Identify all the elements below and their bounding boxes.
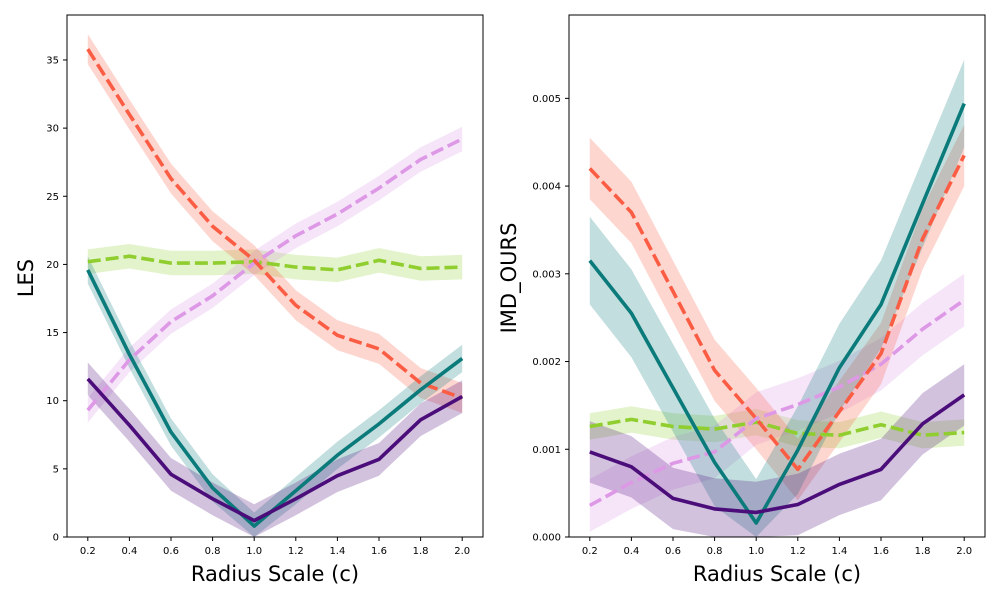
imd-x-ticks: 0.2 0.4 0.6 0.8 1.0 1.2 1.4 1.6 1.8 2.0 bbox=[582, 537, 972, 557]
les-y-ticks: 0 5 10 15 20 25 30 35 bbox=[46, 55, 67, 544]
les-y-tick-label: 5 bbox=[53, 464, 59, 475]
les-x-tick-label: 1.6 bbox=[371, 546, 387, 557]
les-x-axis-label: Radius Scale (c) bbox=[191, 562, 359, 586]
chart-imd-ours: 0.2 0.4 0.6 0.8 1.0 1.2 1.4 1.6 1.8 2.0 0.0000.00… bbox=[497, 14, 986, 586]
imd-plot-area bbox=[588, 59, 966, 537]
imd-x-tick-label: 0.4 bbox=[623, 546, 639, 557]
imd-series-0-line bbox=[589, 417, 965, 438]
imd-series-4-band bbox=[589, 364, 965, 537]
imd-y-tick-label: 0.001 bbox=[532, 445, 561, 456]
les-x-tick-label: 0.8 bbox=[205, 546, 221, 557]
imd-y-ticks: 0.000 0.001 0.002 0.003 0.004 0.005 bbox=[532, 94, 569, 544]
imd-y-tick-label: 0.004 bbox=[532, 182, 561, 193]
imd-series-4-line bbox=[589, 393, 966, 515]
imd-series-1-band bbox=[589, 273, 965, 532]
les-series-4-band bbox=[87, 362, 463, 537]
imd-x-tick-label: 1.2 bbox=[790, 546, 806, 557]
imd-x-tick-label: 0.2 bbox=[582, 546, 598, 557]
les-x-tick-label: 0.6 bbox=[163, 546, 179, 557]
imd-x-axis-label: Radius Scale (c) bbox=[693, 562, 861, 586]
les-series-0-line bbox=[87, 254, 463, 272]
les-x-tick-label: 2.0 bbox=[454, 546, 470, 557]
imd-series-2-band bbox=[589, 124, 965, 501]
les-y-tick-label: 20 bbox=[46, 260, 59, 271]
les-axes-frame bbox=[66, 14, 484, 538]
les-x-tick-label: 0.2 bbox=[80, 546, 96, 557]
les-x-tick-label: 1.0 bbox=[246, 546, 262, 557]
les-y-tick-label: 0 bbox=[53, 533, 59, 544]
imd-series-3-band bbox=[589, 59, 965, 537]
les-series-2-band bbox=[87, 34, 463, 413]
imd-y-axis-label: IMD_OURS bbox=[497, 223, 522, 334]
les-y-tick-label: 25 bbox=[46, 192, 59, 203]
imd-series-2-line bbox=[588, 154, 966, 472]
les-x-ticks: 0.2 0.4 0.6 0.8 1.0 1.2 1.4 1.6 1.8 2.0 bbox=[80, 537, 470, 557]
imd-x-tick-label: 1.8 bbox=[915, 546, 931, 557]
imd-x-tick-label: 1.4 bbox=[831, 546, 847, 557]
les-x-tick-label: 1.8 bbox=[413, 546, 429, 557]
les-series-1-line bbox=[86, 137, 463, 412]
imd-x-tick-label: 1.0 bbox=[748, 546, 764, 557]
imd-y-tick-label: 0.002 bbox=[532, 357, 561, 368]
les-y-tick-label: 15 bbox=[46, 328, 59, 339]
les-series-4-line bbox=[86, 377, 464, 523]
les-x-tick-label: 1.2 bbox=[288, 546, 304, 557]
les-y-axis-label: LES bbox=[14, 259, 38, 297]
imd-x-tick-label: 1.6 bbox=[873, 546, 889, 557]
imd-x-tick-label: 0.8 bbox=[707, 546, 723, 557]
imd-axes-frame bbox=[568, 14, 986, 538]
imd-y-tick-label: 0.000 bbox=[532, 533, 561, 544]
les-series-1-band bbox=[87, 126, 463, 423]
les-series-2-line bbox=[86, 48, 463, 400]
imd-x-tick-label: 2.0 bbox=[956, 546, 972, 557]
les-y-tick-label: 35 bbox=[46, 55, 59, 66]
les-y-tick-label: 10 bbox=[46, 396, 59, 407]
imd-series-3-line bbox=[588, 102, 966, 525]
les-x-tick-label: 1.4 bbox=[329, 546, 345, 557]
chart-les: 0.2 0.4 0.6 0.8 1.0 1.2 1.4 1.6 1.8 2.0 0 5 10 15 20 2… bbox=[14, 14, 484, 586]
les-y-tick-label: 30 bbox=[46, 124, 59, 135]
les-plot-area bbox=[86, 34, 464, 537]
les-x-tick-label: 0.4 bbox=[121, 546, 137, 557]
imd-x-tick-label: 0.6 bbox=[665, 546, 681, 557]
imd-series-1-line bbox=[588, 298, 966, 507]
imd-y-tick-label: 0.003 bbox=[532, 269, 561, 280]
imd-y-tick-label: 0.005 bbox=[532, 94, 561, 105]
